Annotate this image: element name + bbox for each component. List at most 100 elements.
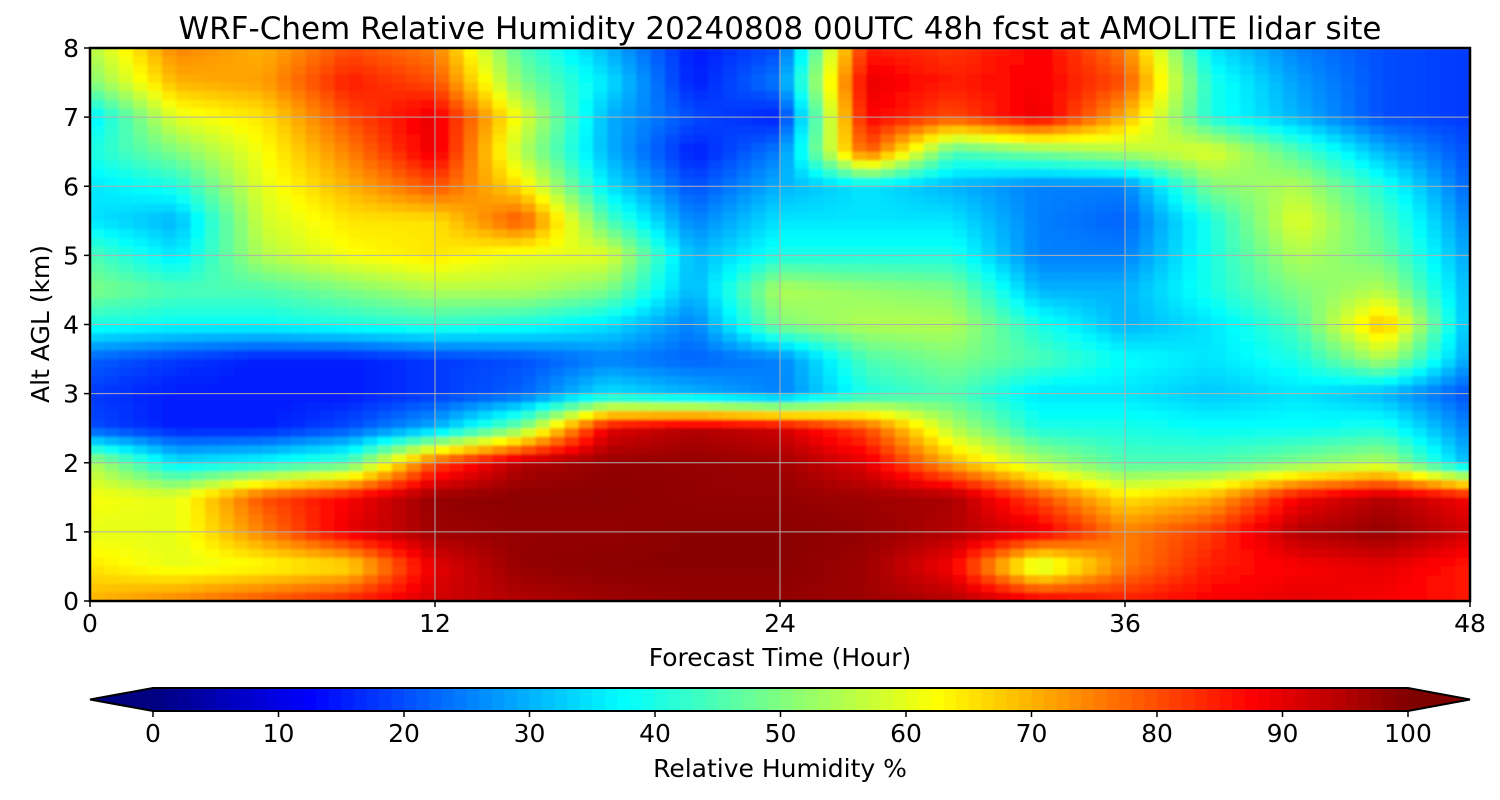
heatmap-cell xyxy=(1297,384,1313,395)
heatmap-cell xyxy=(219,99,235,110)
heatmap-cell xyxy=(1081,212,1098,222)
heatmap-cell xyxy=(736,367,753,378)
heatmap-cell xyxy=(736,410,753,421)
heatmap-cell xyxy=(851,315,868,326)
heatmap-cell xyxy=(780,65,796,75)
heatmap-cell xyxy=(1412,99,1428,110)
heatmap-cell xyxy=(1053,333,1069,343)
heatmap-cell xyxy=(1383,220,1400,231)
heatmap-cell xyxy=(205,99,221,110)
heatmap-cell xyxy=(938,108,954,119)
heatmap-cell xyxy=(1168,82,1184,93)
heatmap-cell xyxy=(1441,480,1457,490)
heatmap-cell xyxy=(161,281,178,291)
heatmap-cell xyxy=(478,281,494,291)
heatmap-cell xyxy=(909,393,925,404)
heatmap-cell xyxy=(952,117,968,127)
heatmap-cell xyxy=(966,108,983,119)
heatmap-cell xyxy=(880,281,896,291)
heatmap-cell xyxy=(521,272,537,283)
heatmap-cell xyxy=(334,315,350,326)
heatmap-cell xyxy=(866,160,882,170)
heatmap-cell xyxy=(909,82,925,93)
heatmap-cell xyxy=(665,471,681,481)
heatmap-cell xyxy=(348,160,365,170)
heatmap-cell xyxy=(391,341,408,352)
heatmap-cell xyxy=(1081,445,1098,456)
heatmap-cell xyxy=(1398,177,1414,188)
heatmap-cell xyxy=(104,333,120,343)
heatmap-cell xyxy=(1412,56,1428,67)
heatmap-cell xyxy=(1283,436,1299,447)
heatmap-cell xyxy=(880,220,896,231)
heatmap-cell xyxy=(521,73,537,84)
heatmap-cell xyxy=(161,419,178,430)
heatmap-cell xyxy=(1182,186,1198,196)
heatmap-cell xyxy=(607,436,623,447)
heatmap-cell xyxy=(1024,462,1040,473)
heatmap-cell xyxy=(305,203,321,214)
heatmap-cell xyxy=(808,65,825,75)
heatmap-cell xyxy=(377,177,393,188)
heatmap-cell xyxy=(406,428,422,438)
heatmap-cell xyxy=(161,134,178,144)
heatmap-cell xyxy=(1240,99,1256,110)
heatmap-cell xyxy=(550,220,566,231)
heatmap-cell xyxy=(262,73,278,84)
heatmap-cell xyxy=(1053,255,1069,265)
heatmap-cell xyxy=(564,445,580,456)
heatmap-cell xyxy=(1196,419,1213,430)
heatmap-cell xyxy=(1110,82,1126,93)
heatmap-cell xyxy=(808,445,825,456)
heatmap-cell xyxy=(1297,454,1313,464)
heatmap-cell xyxy=(1067,125,1083,136)
heatmap-cell xyxy=(722,48,738,58)
heatmap-cell xyxy=(276,125,293,136)
heatmap-cell xyxy=(1153,143,1170,153)
heatmap-cell xyxy=(1240,186,1256,196)
heatmap-cell xyxy=(406,445,422,456)
heatmap-cell xyxy=(90,350,106,360)
heatmap-cell xyxy=(722,229,738,239)
heatmap-cell xyxy=(1010,203,1026,214)
heatmap-cell xyxy=(435,307,451,317)
heatmap-cell xyxy=(1053,307,1069,317)
heatmap-cell xyxy=(492,48,508,58)
heatmap-cell xyxy=(1038,194,1055,205)
heatmap-cell xyxy=(564,454,580,464)
heatmap-cell xyxy=(104,246,120,257)
heatmap-cell xyxy=(1081,462,1098,473)
heatmap-cell xyxy=(1455,91,1470,101)
heatmap-cell xyxy=(736,384,753,395)
heatmap-cell xyxy=(1441,454,1457,464)
heatmap-cell xyxy=(550,177,566,188)
heatmap-cell xyxy=(1225,212,1241,222)
heatmap-cell xyxy=(650,246,666,257)
heatmap-cell xyxy=(233,402,250,412)
heatmap-cell xyxy=(1355,220,1371,231)
heatmap-cell xyxy=(851,402,868,412)
heatmap-cell xyxy=(550,168,566,179)
heatmap-cell xyxy=(693,229,710,239)
heatmap-cell xyxy=(104,91,120,101)
heatmap-cell xyxy=(320,333,336,343)
heatmap-cell xyxy=(1196,315,1213,326)
heatmap-cell xyxy=(607,471,623,481)
heatmap-cell xyxy=(1412,384,1428,395)
heatmap-cell xyxy=(1240,264,1256,274)
heatmap-cell xyxy=(679,471,695,481)
heatmap-cell xyxy=(1153,289,1170,300)
heatmap-cell xyxy=(564,428,580,438)
heatmap-cell xyxy=(535,454,551,464)
heatmap-cell xyxy=(1225,480,1241,490)
heatmap-field xyxy=(90,48,1470,601)
heatmap-cell xyxy=(1268,428,1285,438)
heatmap-cell xyxy=(463,108,480,119)
heatmap-cell xyxy=(981,289,997,300)
heatmap-cell xyxy=(492,333,508,343)
heatmap-cell xyxy=(909,445,925,456)
heatmap-cell xyxy=(1383,143,1400,153)
heatmap-cell xyxy=(1455,350,1470,360)
heatmap-cell xyxy=(1153,151,1170,162)
heatmap-cell xyxy=(607,108,623,119)
